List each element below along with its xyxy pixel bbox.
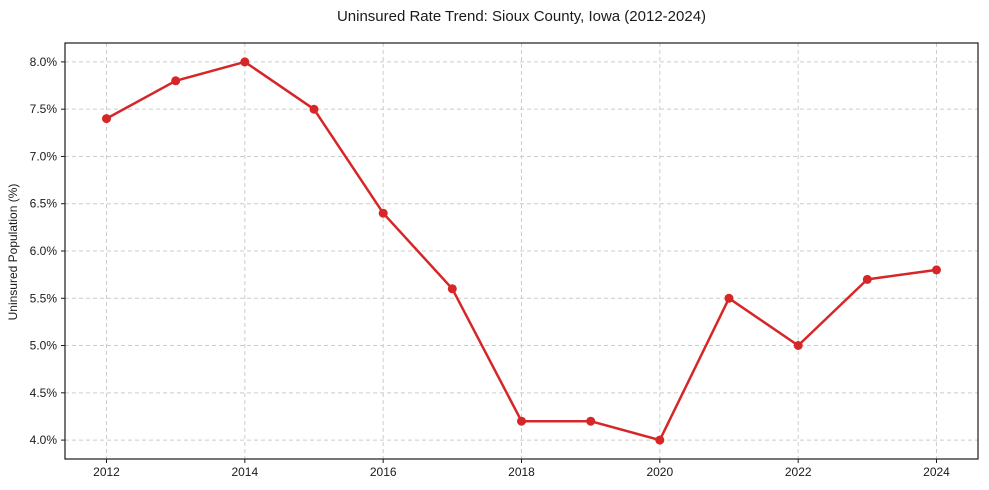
x-tick-label: 2024: [923, 465, 950, 479]
y-tick-label: 7.5%: [30, 102, 58, 116]
data-point-2023: [862, 274, 872, 284]
data-point-2021: [724, 293, 734, 303]
chart-title: Uninsured Rate Trend: Sioux County, Iowa…: [336, 8, 707, 25]
x-tick-label: 2018: [508, 465, 535, 479]
y-tick-label: 6.0%: [30, 244, 58, 258]
x-tick-label: 2014: [231, 465, 258, 479]
data-point-2022: [793, 341, 803, 350]
y-axis-label: Uninsured Population (%): [6, 183, 20, 321]
x-tick-label: 2022: [785, 465, 812, 479]
x-tick-label: 2020: [646, 465, 673, 479]
y-tick-label: 4.5%: [30, 386, 58, 400]
y-tick-label: 4.0%: [30, 433, 58, 447]
x-tick-label: 2012: [93, 465, 120, 479]
y-tick-label: 6.5%: [30, 197, 58, 211]
y-tick-label: 8.0%: [30, 55, 58, 69]
y-tick-label: 5.0%: [30, 339, 58, 353]
data-point-2019: [586, 416, 596, 426]
data-point-2016: [378, 208, 388, 218]
data-point-2015: [309, 104, 319, 114]
data-point-2018: [517, 416, 526, 426]
data-point-2012: [102, 114, 111, 124]
y-tick-label: 7.0%: [30, 150, 58, 164]
data-point-2024: [932, 265, 941, 275]
y-tick-label: 5.5%: [30, 291, 58, 305]
data-point-2017: [447, 284, 457, 294]
data-point-2014: [240, 57, 250, 67]
data-point-2020: [655, 435, 665, 445]
data-point-2013: [171, 76, 181, 86]
x-tick-label: 2016: [370, 465, 397, 479]
